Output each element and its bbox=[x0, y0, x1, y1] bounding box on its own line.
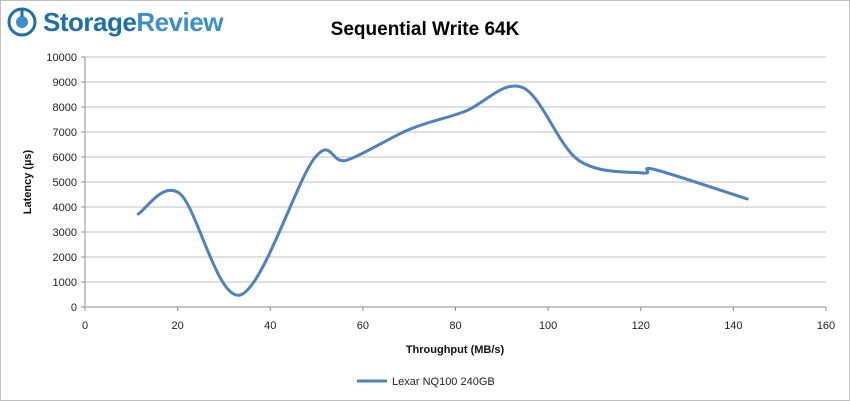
y-tick-label: 2000 bbox=[53, 252, 77, 264]
x-tick-label: 40 bbox=[264, 320, 276, 332]
x-tick-label: 80 bbox=[449, 320, 461, 332]
x-axis-tick-labels: 0 20 40 60 80 100 120 140 160 bbox=[82, 320, 835, 332]
x-tick-label: 20 bbox=[172, 320, 184, 332]
x-tick-label: 140 bbox=[724, 320, 742, 332]
brand-logo: StorageReview bbox=[7, 5, 223, 39]
y-axis-title: Latency (µs) bbox=[22, 149, 34, 214]
legend-label: Lexar NQ100 240GB bbox=[392, 376, 495, 388]
legend: Lexar NQ100 240GB bbox=[357, 376, 495, 388]
series-line bbox=[136, 84, 749, 297]
brand-name-part2: Review bbox=[136, 6, 223, 37]
x-tick-label: 160 bbox=[817, 320, 835, 332]
y-tick-label: 4000 bbox=[53, 202, 77, 214]
y-tick-label: 9000 bbox=[53, 77, 77, 89]
brand-name: StorageReview bbox=[43, 7, 223, 38]
brand-name-part1: Storage bbox=[43, 6, 137, 37]
y-axis-tick-labels: 0 1000 2000 3000 4000 5000 6000 7000 8000 9000 100… bbox=[46, 52, 77, 314]
chart-title: Sequential Write 64K bbox=[331, 19, 520, 40]
x-tick-label: 60 bbox=[357, 320, 369, 332]
y-tick-label: 1000 bbox=[53, 277, 77, 289]
x-tick-label: 100 bbox=[539, 320, 557, 332]
gridlines bbox=[85, 56, 826, 283]
x-tick-label: 0 bbox=[82, 320, 88, 332]
y-tick-label: 5000 bbox=[53, 177, 77, 189]
y-tick-label: 3000 bbox=[53, 227, 77, 239]
y-tick-label: 8000 bbox=[53, 102, 77, 114]
x-tick-label: 120 bbox=[632, 320, 650, 332]
y-tick-label: 0 bbox=[71, 302, 77, 314]
axes bbox=[81, 56, 827, 311]
series-lines bbox=[136, 84, 749, 297]
y-tick-label: 6000 bbox=[53, 152, 77, 164]
x-axis-title: Throughput (MB/s) bbox=[406, 344, 505, 356]
y-tick-label: 7000 bbox=[53, 127, 77, 139]
y-tick-label: 10000 bbox=[46, 52, 77, 64]
storagereview-logo-icon bbox=[7, 7, 37, 37]
